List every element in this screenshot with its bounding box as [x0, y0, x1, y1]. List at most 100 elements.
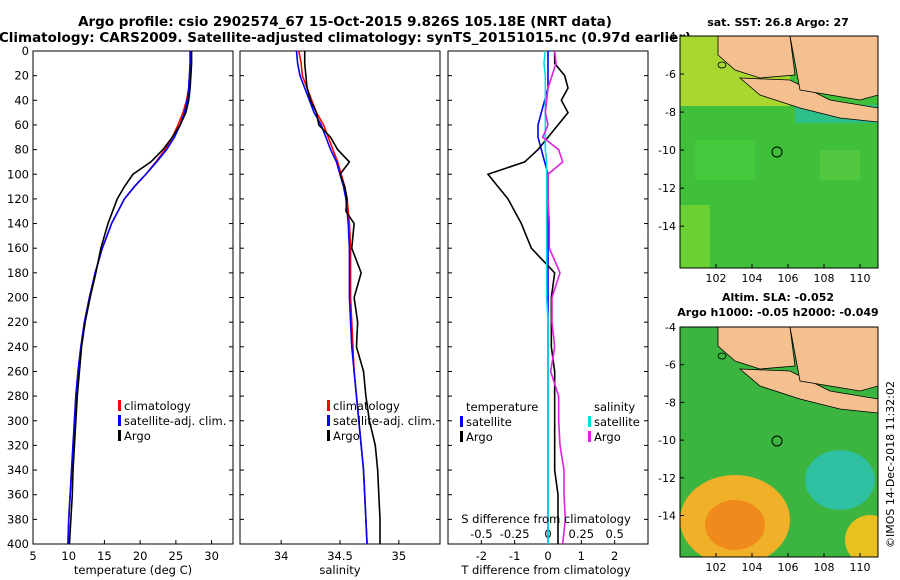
map-x-tick-label: 102	[706, 272, 727, 285]
legend-salinity-title: salinity	[594, 400, 635, 414]
map-y-tick-label: -4	[665, 30, 676, 43]
map-x-tick-label: 106	[778, 272, 799, 285]
legend-climatology: climatology	[124, 399, 191, 413]
map-x-tick-label: 108	[814, 272, 835, 285]
sla-map-title-2: Argo h1000: -0.05 h2000: -0.049	[677, 306, 878, 319]
sst-map-ticks: 102 104 106 108 110 -4 -6 -8 -10 -12 -14	[658, 30, 870, 285]
sst-map: sat. SST: 26.8 Argo: 27 102 104 106 108 110 -…	[658, 16, 879, 285]
depth-tick-label: 400	[7, 537, 29, 551]
temperature-panel: 0 20 40 60 80 100 120 140 160 180 200 220 240 260 280 3…	[7, 44, 234, 577]
legend-s-satellite: satellite	[594, 415, 640, 429]
temperature-lines	[67, 51, 193, 545]
watermark: ©IMOS 14-Dec-2018 11:32:02	[884, 381, 897, 548]
map-y-tick-label: -14	[658, 510, 676, 523]
legend-swatch-climatology	[118, 400, 121, 411]
series-climatology	[298, 50, 368, 545]
map-x-tick-label: 104	[742, 272, 763, 285]
legend-t-argo: Argo	[466, 430, 493, 444]
map-y-tick-label: -6	[665, 359, 676, 372]
legend-swatch-t-satellite	[460, 416, 463, 427]
difference-depth-ticks	[448, 50, 648, 545]
s-difference-xlabel: S difference from climatology	[461, 512, 631, 526]
sla-map-ticks: 102 104 106 108 110 -4 -6 -8 -10 -12 -14	[658, 321, 870, 574]
temperature-xlabel: temperature (deg C)	[74, 563, 192, 577]
sla-map-frame	[679, 326, 879, 558]
legend-satellite: satellite-adj. clim.	[333, 414, 435, 428]
sst-map-frame	[679, 35, 879, 269]
sst-argo-marker	[771, 146, 783, 158]
sla-map: Altim. SLA: -0.052 Argo h1000: -0.05 h20…	[658, 291, 879, 574]
difference-panel: -2 -1 0 1 2-0.5 -0.25 0 0.25 0.5 T difference fr…	[447, 50, 649, 577]
map-y-tick-label: -8	[665, 106, 676, 119]
legend-climatology: climatology	[333, 399, 400, 413]
s-tick-label: 0.5	[606, 527, 624, 541]
sla-map-image	[680, 327, 878, 557]
x-tick-label: 1	[578, 549, 585, 563]
legend-argo: Argo	[333, 429, 360, 443]
salinity-depth-ticks	[240, 50, 440, 545]
depth-tick-label: 140	[7, 217, 29, 231]
x-tick-label: -2	[476, 549, 487, 563]
s-tick-label: -0.25	[500, 527, 530, 541]
legend-swatch-s-argo	[588, 431, 591, 442]
x-tick-label: 20	[133, 549, 148, 563]
series-s-satellite	[543, 50, 549, 544]
map-x-tick-label: 104	[742, 561, 763, 574]
legend-swatch-argo	[118, 430, 121, 441]
depth-tick-label: 160	[7, 241, 29, 255]
x-tick-label: -1	[509, 549, 520, 563]
difference-legend: temperature satellite Argo salinity sate…	[460, 400, 640, 444]
legend-swatch-s-satellite	[588, 416, 591, 427]
map-y-tick-label: -4	[665, 321, 676, 334]
map-y-tick-label: -12	[658, 472, 676, 485]
series-climatology	[67, 51, 191, 545]
temperature-legend: climatology satellite-adj. clim. Argo	[118, 399, 226, 443]
depth-tick-label: 220	[7, 315, 29, 329]
x-tick-label: 15	[97, 549, 112, 563]
title-line-2: Climatology: CARS2009. Satellite-adjuste…	[0, 30, 691, 46]
x-tick-label: 35	[392, 549, 407, 563]
s-tick-label: -0.5	[470, 527, 492, 541]
s-tick-label: 0.25	[569, 527, 595, 541]
salinity-ticks: 34 34.5 35	[274, 540, 406, 563]
depth-ticks: 0 20 40 60 80 100 120 140 160 180 200 220 240 260 280 3…	[7, 44, 233, 551]
sst-map-title: sat. SST: 26.8 Argo: 27	[707, 16, 849, 29]
x-tick-label: 5	[29, 549, 36, 563]
salinity-xlabel: salinity	[319, 563, 360, 577]
map-x-tick-label: 110	[850, 561, 871, 574]
depth-tick-label: 200	[7, 291, 29, 305]
depth-tick-label: 0	[22, 44, 29, 58]
sst-map-image	[680, 36, 878, 268]
x-tick-label: 30	[204, 549, 219, 563]
depth-tick-label: 120	[7, 192, 29, 206]
map-x-tick-label: 110	[850, 272, 871, 285]
series-s-argo	[541, 50, 567, 545]
map-x-tick-label: 106	[778, 561, 799, 574]
x-tick-label: 0	[544, 549, 551, 563]
series-t-argo	[486, 51, 569, 544]
legend-t-satellite: satellite	[466, 415, 512, 429]
x-tick-label: 25	[169, 549, 184, 563]
legend-argo: Argo	[124, 429, 151, 443]
series-argo	[68, 51, 193, 545]
series-argo	[303, 51, 381, 544]
depth-tick-label: 260	[7, 364, 29, 378]
sla-argo-marker	[771, 435, 783, 447]
legend-swatch-argo	[327, 430, 330, 441]
salinity-legend: climatology satellite-adj. clim. Argo	[327, 399, 435, 443]
series-satellite-adj-clim-	[67, 51, 191, 545]
salinity-panel: 34 34.5 35 salinity climatology satellite-…	[239, 50, 441, 577]
legend-s-argo: Argo	[594, 430, 621, 444]
depth-tick-label: 20	[14, 69, 29, 83]
depth-tick-label: 380	[7, 512, 29, 526]
legend-temperature-title: temperature	[466, 400, 538, 414]
title-line-1: Argo profile: csio 2902574_67 15-Oct-201…	[78, 14, 612, 30]
depth-tick-label: 240	[7, 340, 29, 354]
x-tick-label: 2	[611, 549, 618, 563]
salinity-lines	[295, 50, 381, 545]
map-y-tick-label: -14	[658, 220, 676, 233]
map-y-tick-label: -6	[665, 68, 676, 81]
x-tick-label: 34	[274, 549, 289, 563]
series-satellite-adj-clim-	[295, 50, 368, 545]
